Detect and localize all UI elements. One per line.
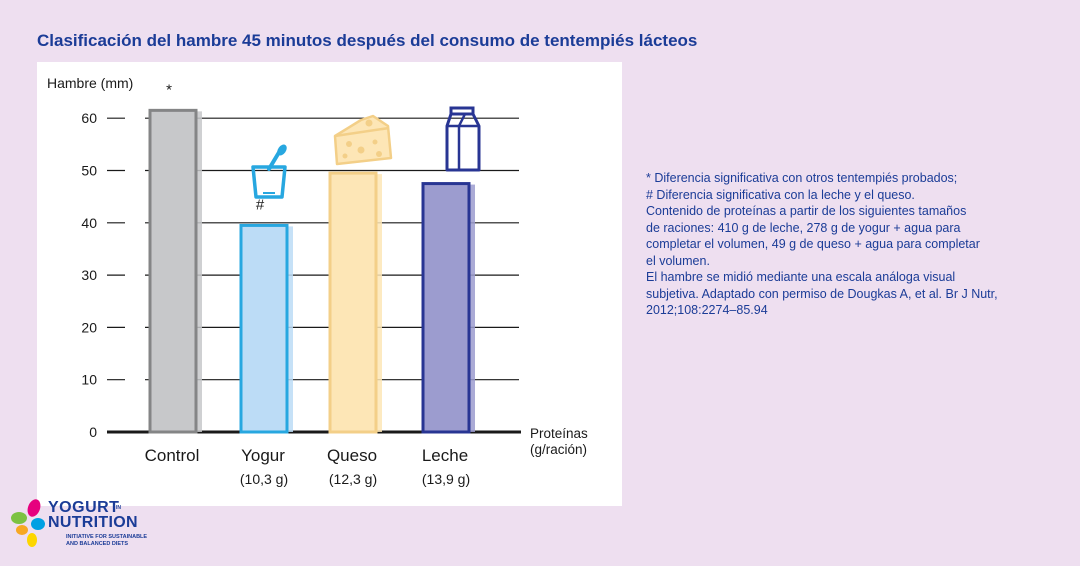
y-tick-label: 40 bbox=[81, 215, 97, 231]
y-tick-label: 0 bbox=[89, 424, 97, 440]
bar bbox=[239, 223, 289, 434]
x-category-label: Queso bbox=[327, 446, 377, 465]
bar bbox=[328, 171, 378, 434]
flower-logo-icon bbox=[11, 499, 45, 547]
y-tick-label: 20 bbox=[81, 319, 97, 335]
logo-tagline-1: INITIATIVE FOR SUSTAINABLE bbox=[66, 534, 148, 540]
footnote-line: el volumen. bbox=[646, 253, 710, 268]
x-category-label: Leche bbox=[422, 446, 468, 465]
significance-marker: # bbox=[256, 196, 265, 213]
y-tick-label: 60 bbox=[81, 110, 97, 126]
x-protein-label: (13,9 g) bbox=[422, 471, 470, 487]
chart-title: Clasificación del hambre 45 minutos desp… bbox=[37, 31, 698, 50]
footnote-line: * Diferencia significativa con otros ten… bbox=[646, 171, 958, 185]
footnote-line: # Diferencia significativa con la leche … bbox=[646, 187, 915, 202]
chart-panel: Hambre (mm) 0 10 20 30 40 50 60 * Control # Yogur (1… bbox=[37, 62, 622, 506]
x-axis-label: Proteínas bbox=[530, 426, 588, 441]
y-tick-label: 10 bbox=[81, 372, 97, 388]
bar-chart: Hambre (mm) 0 10 20 30 40 50 60 * Control # Yogur (1… bbox=[47, 75, 588, 487]
y-axis-label: Hambre (mm) bbox=[47, 75, 133, 91]
x-category-label: Yogur bbox=[241, 446, 285, 465]
y-tick-label: 50 bbox=[81, 163, 97, 179]
x-protein-label: (12,3 g) bbox=[329, 471, 377, 487]
logo-word-nutrition: NUTRITION bbox=[48, 514, 138, 531]
cheese-icon bbox=[333, 114, 393, 166]
bar bbox=[421, 182, 471, 434]
footnote-line: El hambre se midió mediante una escala a… bbox=[646, 270, 956, 284]
x-category-label: Control bbox=[145, 446, 200, 465]
footnote-line: de raciones: 410 g de leche, 278 g de yo… bbox=[646, 220, 961, 235]
footnote-line: Contenido de proteínas a partir de los s… bbox=[646, 204, 967, 218]
yogurt-cup-icon bbox=[251, 144, 287, 199]
bar bbox=[148, 108, 198, 434]
significance-marker: * bbox=[166, 81, 172, 98]
x-axis-label: (g/ración) bbox=[530, 442, 587, 457]
milk-carton-icon bbox=[445, 106, 481, 172]
footnote-line: subjetiva. Adaptado con permiso de Dougk… bbox=[646, 286, 998, 301]
yogurt-in-nutrition-logo: YOGURT IN NUTRITION INITIATIVE FOR SUSTA… bbox=[8, 496, 148, 556]
x-protein-label: (10,3 g) bbox=[240, 471, 288, 487]
logo-word-yogurt: YOGURT bbox=[48, 499, 120, 516]
logo-word-in: IN bbox=[116, 505, 121, 511]
y-tick-label: 30 bbox=[81, 267, 97, 283]
footnote-line: completar el volumen, 49 g de queso + ag… bbox=[646, 237, 980, 251]
logo-tagline-2: AND BALANCED DIETS bbox=[66, 541, 129, 547]
footnote-line: 2012;108:2274–85.94 bbox=[646, 303, 768, 317]
